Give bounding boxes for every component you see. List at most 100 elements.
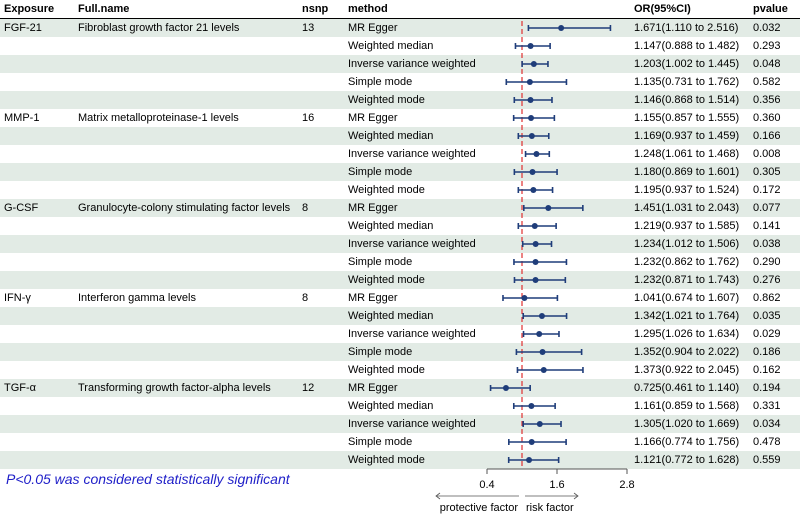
fullname-cell: Fibroblast growth factor 21 levels (78, 22, 240, 34)
pvalue-cell: 0.034 (753, 418, 781, 430)
or-ci-cell: 1.166(0.774 to 1.756) (634, 436, 740, 448)
or-ci-cell: 0.725(0.461 to 1.140) (634, 382, 740, 394)
method-cell: Weighted median (348, 130, 434, 142)
table-row: Simple mode 1.135(0.731 to 1.762) 0.582 (0, 73, 800, 91)
method-cell: Simple mode (348, 436, 413, 448)
method-cell: MR Egger (348, 202, 398, 214)
header-pvalue: pvalue (753, 3, 788, 15)
pvalue-cell: 0.360 (753, 112, 781, 124)
method-cell: Weighted median (348, 400, 434, 412)
pvalue-cell: 0.862 (753, 292, 781, 304)
or-point (538, 313, 545, 319)
exposure-cell: MMP-1 (4, 112, 40, 124)
table-row: Inverse variance weighted 1.203(1.002 to … (0, 55, 800, 73)
table-row: Weighted median 1.342(1.021 to 1.764) 0.03… (0, 307, 800, 325)
table-row: Simple mode 1.352(0.904 to 2.022) 0.186 (0, 343, 800, 361)
or-point (536, 331, 543, 337)
protective-factor-label: protective factor (440, 502, 519, 514)
header-method: method (348, 3, 388, 15)
nsnp-cell: 8 (302, 292, 309, 304)
or-point (532, 277, 539, 283)
nsnp-cell: 8 (302, 202, 309, 214)
method-cell: Inverse variance weighted (348, 148, 476, 160)
table-row: Weighted mode 1.146(0.868 to 1.514) 0.356 (0, 91, 800, 109)
risk-factor-label: risk factor (526, 502, 574, 514)
or-ci-cell: 1.146(0.868 to 1.514) (634, 94, 740, 106)
or-point (528, 403, 535, 409)
pvalue-cell: 0.331 (753, 400, 781, 412)
nsnp-cell: 16 (302, 112, 315, 124)
or-point (531, 223, 538, 229)
or-point (532, 241, 539, 247)
pvalue-cell: 0.008 (753, 148, 781, 160)
pvalue-cell: 0.038 (753, 238, 781, 250)
table-row: Inverse variance weighted 1.234(1.012 to … (0, 235, 800, 253)
method-cell: Weighted mode (348, 184, 425, 196)
exposure-cell: IFN-γ (4, 292, 31, 304)
or-ci-cell: 1.671(1.110 to 2.516) (634, 22, 739, 34)
table-row: Weighted median 1.169(0.937 to 1.459) 0.16… (0, 127, 800, 145)
or-point (528, 133, 535, 139)
fullname-cell: Interferon gamma levels (78, 292, 196, 304)
method-cell: Simple mode (348, 256, 413, 268)
or-point (530, 61, 537, 67)
pvalue-cell: 0.166 (753, 130, 781, 142)
or-point (526, 457, 533, 463)
method-cell: Inverse variance weighted (348, 238, 476, 250)
or-ci-cell: 1.180(0.869 to 1.601) (634, 166, 740, 178)
significance-note: P<0.05 was considered statistically sign… (6, 471, 290, 487)
or-ci-cell: 1.352(0.904 to 2.022) (634, 346, 740, 358)
pvalue-cell: 0.290 (753, 256, 781, 268)
method-cell: Inverse variance weighted (348, 58, 476, 70)
method-cell: Weighted mode (348, 274, 425, 286)
method-cell: Inverse variance weighted (348, 418, 476, 430)
or-ci-cell: 1.234(1.012 to 1.506) (634, 238, 740, 250)
or-point (533, 151, 540, 157)
header-fullname: Full.name (78, 3, 130, 15)
pvalue-cell: 0.162 (753, 364, 781, 376)
pvalue-cell: 0.559 (753, 454, 781, 466)
table-row: TGF-α Transforming growth factor-alpha le… (0, 379, 800, 397)
or-ci-cell: 1.248(1.061 to 1.468) (634, 148, 740, 160)
header-exposure: Exposure (4, 3, 55, 15)
pvalue-cell: 0.029 (753, 328, 781, 340)
exposure-cell: FGF-21 (4, 22, 42, 34)
table-row: G-CSF Granulocyte-colony stimulating fact… (0, 199, 800, 217)
header-or: OR(95%CI) (634, 3, 691, 15)
method-cell: Weighted median (348, 40, 434, 52)
or-ci-cell: 1.451(1.031 to 2.043) (634, 202, 740, 214)
x-axis-tick-label: 1.6 (549, 479, 564, 491)
or-ci-cell: 1.232(0.862 to 1.762) (634, 256, 740, 268)
table-row: Inverse variance weighted 1.305(1.020 to … (0, 415, 800, 433)
or-ci-cell: 1.373(0.922 to 2.045) (634, 364, 740, 376)
method-cell: Simple mode (348, 166, 413, 178)
or-ci-cell: 1.169(0.937 to 1.459) (634, 130, 740, 142)
or-ci-cell: 1.342(1.021 to 1.764) (634, 310, 740, 322)
or-point (539, 349, 546, 355)
table-row: Weighted median 1.147(0.888 to 1.482) 0.29… (0, 37, 800, 55)
table-row: Simple mode 1.232(0.862 to 1.762) 0.290 (0, 253, 800, 271)
method-cell: Simple mode (348, 76, 413, 88)
or-ci-cell: 1.219(0.937 to 1.585) (634, 220, 740, 232)
or-point (502, 385, 509, 391)
method-cell: Weighted median (348, 310, 434, 322)
or-ci-cell: 1.155(0.857 to 1.555) (634, 112, 740, 124)
or-ci-cell: 1.147(0.888 to 1.482) (634, 40, 740, 52)
or-ci-cell: 1.161(0.859 to 1.568) (634, 400, 740, 412)
table-row: Inverse variance weighted 1.248(1.061 to … (0, 145, 800, 163)
method-cell: Weighted median (348, 220, 434, 232)
fullname-cell: Matrix metalloproteinase-1 levels (78, 112, 239, 124)
pvalue-cell: 0.048 (753, 58, 781, 70)
or-ci-cell: 1.305(1.020 to 1.669) (634, 418, 740, 430)
pvalue-cell: 0.194 (753, 382, 781, 394)
pvalue-cell: 0.186 (753, 346, 781, 358)
table-row: Simple mode 1.180(0.869 to 1.601) 0.305 (0, 163, 800, 181)
or-ci-cell: 1.121(0.772 to 1.628) (634, 454, 740, 466)
table-row: IFN-γ Interferon gamma levels 8 MR Egger 1.0… (0, 289, 800, 307)
table-row: Weighted mode 1.121(0.772 to 1.628) 0.559 (0, 451, 800, 469)
or-point (526, 79, 533, 85)
or-point (558, 25, 565, 31)
or-ci-cell: 1.232(0.871 to 1.743) (634, 274, 740, 286)
table-row: Weighted median 1.219(0.937 to 1.585) 0.14… (0, 217, 800, 235)
method-cell: Weighted mode (348, 94, 425, 106)
